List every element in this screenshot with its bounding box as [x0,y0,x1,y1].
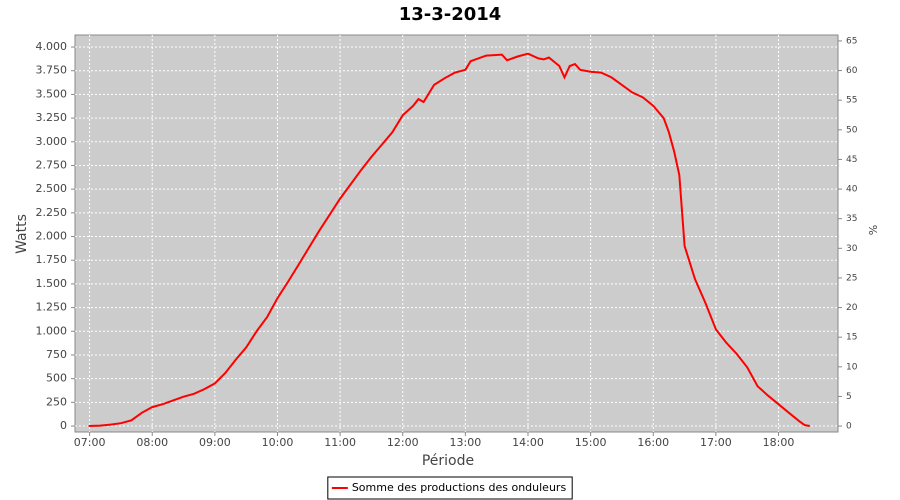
y2-tick-label: 65 [846,36,857,46]
y-tick-label: 3.000 [36,135,68,148]
x-axis-label: Période [422,453,474,469]
x-tick-label: 13:00 [450,436,482,449]
y-axis-label: Watts [14,214,30,254]
line-series [88,52,810,427]
y-tick-label: 3.750 [36,64,68,77]
x-tick-label: 18:00 [763,436,795,449]
x-tick-label: 14:00 [512,436,544,449]
chart-title: 13-3-2014 [399,4,502,25]
x-tick-label: 07:00 [74,436,106,449]
y2-tick-label: 30 [846,244,858,254]
y-tick-label: 2.000 [36,230,68,243]
y-tick-label: 250 [46,395,67,408]
x-tick-label: 10:00 [262,436,294,449]
y-tick-label: 3.500 [36,87,68,100]
y-tick-label: 4.000 [36,40,68,53]
y2-tick-label: 55 [846,96,857,106]
y2-tick-label: 45 [846,155,857,165]
y2-tick-label: 35 [846,214,857,224]
x-tick-label: 17:00 [700,436,732,449]
legend-box [327,476,573,500]
y-tick-label: 1.750 [36,253,68,266]
y-tick-label: 750 [46,348,67,361]
y-tick-label: 500 [46,372,67,385]
legend-label: Somme des productions des onduleurs [352,481,567,494]
y-tick-label: 3.250 [36,111,68,124]
y-tick-label: 0 [60,419,67,432]
y2-tick-label: 10 [846,362,858,372]
y-tick-label: 1.250 [36,301,68,314]
y-tick-label: 2.750 [36,158,68,171]
y-tick-label: 1.000 [36,324,68,337]
x-tick-label: 11:00 [324,436,356,449]
y2-tick-label: 40 [846,185,858,195]
x-tick-label: 08:00 [136,436,168,449]
y2-tick-label: 5 [846,392,852,402]
y2-axis: 0 5 10 15 20 25 30 35 40 45 50 55 60 65 [838,36,858,432]
y2-tick-label: 50 [846,125,858,135]
y2-tick-label: 15 [846,333,857,343]
y2-tick-label: 25 [846,273,857,283]
y-tick-label: 2.250 [36,206,68,219]
y2-axis-label: % [866,225,879,235]
y-tick-label: 2.500 [36,182,68,195]
plot-area [74,34,839,433]
y2-tick-label: 60 [846,66,858,76]
legend: Somme des productions des onduleurs [327,476,573,500]
y2-tick-label: 20 [846,303,858,313]
x-tick-label: 09:00 [199,436,231,449]
x-tick-label: 15:00 [575,436,607,449]
y2-tick-label: 0 [846,422,852,432]
y-tick-label: 1.500 [36,277,68,290]
x-tick-label: 16:00 [637,436,669,449]
x-tick-label: 12:00 [387,436,419,449]
